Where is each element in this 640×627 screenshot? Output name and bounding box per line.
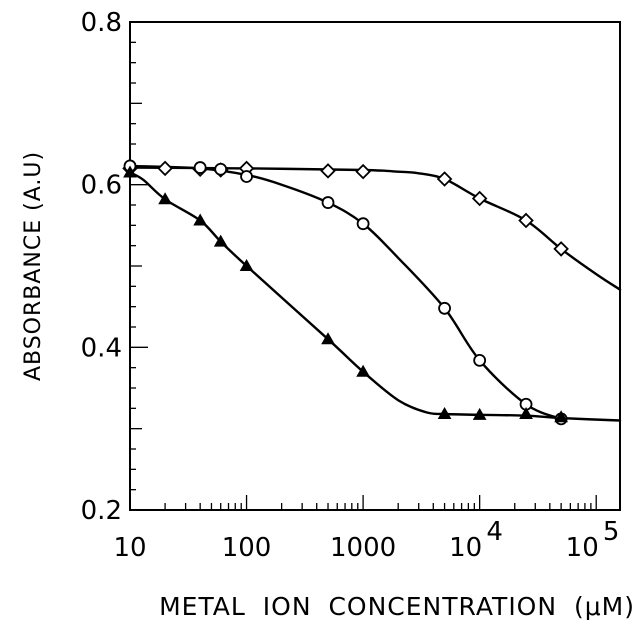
diamond-point [436, 171, 453, 187]
x-tick-label-exponent: 4 [486, 517, 503, 547]
axis-ticks [129, 21, 597, 511]
diamond-point [471, 190, 488, 207]
diamond-point [553, 241, 569, 257]
triangle-point [472, 407, 487, 420]
diamond-point [157, 160, 173, 177]
triangle-point [239, 258, 254, 271]
x-tick-label-exponent: 5 [603, 517, 620, 547]
circle-point [438, 301, 451, 315]
circle-point [321, 196, 335, 209]
x-tick-label: 10 [449, 533, 482, 563]
triangle-point [356, 364, 370, 377]
series-markers [122, 159, 569, 426]
circle-point [356, 217, 370, 231]
x-tick-label: 100 [222, 533, 272, 563]
triangle-point [321, 332, 335, 345]
y-tick-label: 0.4 [81, 333, 122, 363]
circle-point [214, 162, 228, 176]
plot-frame [129, 21, 621, 511]
diamond-point [518, 212, 534, 229]
series-line-triangle [128, 171, 622, 422]
series-line-diamond [128, 166, 622, 291]
x-axis-title: METAL ION CONCENTRATION (μM) [159, 592, 635, 621]
diamond-point [355, 163, 371, 180]
triangle-point [554, 410, 568, 423]
y-tick-label: 0.2 [81, 496, 122, 526]
y-tick-label: 0.6 [81, 171, 122, 201]
triangle-point [193, 213, 208, 226]
circle-point [193, 161, 207, 174]
series-curves [128, 164, 622, 422]
circle-point [473, 353, 487, 367]
triangle-point [519, 407, 533, 420]
x-tick-label: 10 [566, 533, 599, 563]
triangle-point [158, 192, 172, 205]
series-line-circle [128, 164, 563, 421]
y-axis-title: ABSORBANCE (A.U) [21, 151, 46, 381]
triangle-point [437, 407, 452, 420]
triangle-point [123, 165, 137, 178]
circle-point [240, 170, 253, 183]
x-tick-label: 10 [113, 533, 146, 563]
triangle-point [213, 234, 228, 247]
y-tick-label: 0.8 [81, 8, 122, 38]
diamond-point [320, 163, 336, 179]
x-tick-label: 1000 [330, 533, 396, 563]
